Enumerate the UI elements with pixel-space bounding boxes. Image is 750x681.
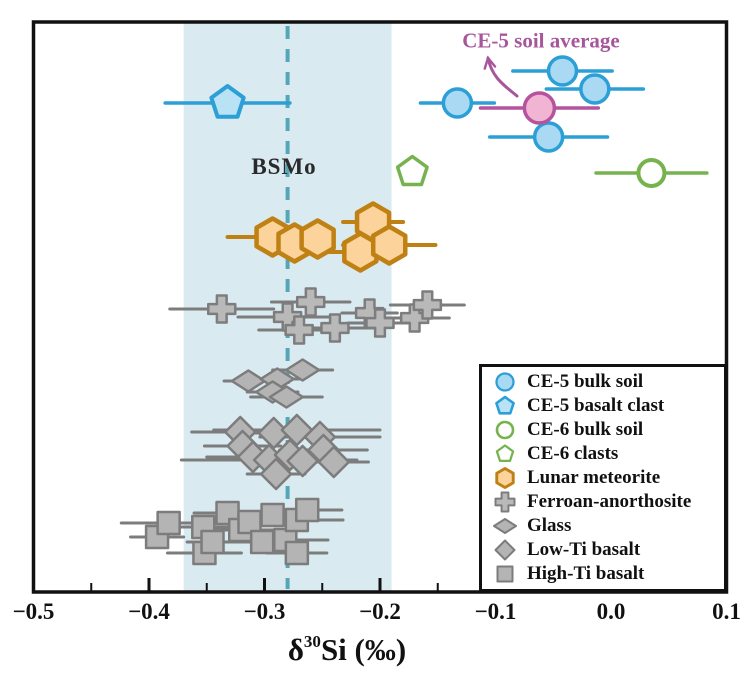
x-tick-label: −0.1 — [474, 599, 517, 624]
x-tick-label: −0.3 — [243, 599, 286, 624]
annotation-label: CE-5 soil average — [462, 29, 619, 54]
annotation-text: CE-5 soil average — [462, 28, 620, 53]
series-lunar-meteorite — [225, 201, 438, 273]
marker-high-ti-basalt — [284, 540, 310, 566]
marker-high-ti-basalt — [156, 510, 181, 536]
legend-marker-ce-6-bulk-soil-icon — [495, 420, 515, 440]
series-high-ti-basalt — [119, 497, 345, 566]
legend-marker-low-ti-basalt-icon — [494, 539, 516, 561]
legend-marker-ferroan-anorthosite-icon — [494, 491, 516, 513]
legend-box: CE-5 bulk soil CE-5 basalt clast CE-6 bulk… — [479, 364, 727, 592]
legend-item-ce-5-basalt-clast: CE-5 basalt clast — [489, 395, 722, 418]
marker-ce-5-soil-average — [522, 91, 557, 125]
x-tick-label: −0.2 — [359, 599, 401, 624]
marker-high-ti-basalt — [237, 509, 262, 535]
marker-low-ti-basalt — [259, 457, 293, 491]
marker-ce-6-bulk-soil — [636, 158, 667, 188]
marker-ce-5-basalt-clast — [209, 84, 246, 119]
marker-glass — [230, 369, 267, 393]
x-axis-title: δ30Si (‰) — [288, 632, 406, 668]
marker-low-ti-basalt — [317, 445, 351, 479]
marker-ferroan-anorthosite — [412, 290, 443, 320]
series-ce-5-basalt-clast — [163, 84, 292, 119]
marker-high-ti-basalt — [294, 497, 320, 523]
marker-ferroan-anorthosite — [207, 294, 237, 324]
legend-item-ce-5-bulk-soil: CE-5 bulk soil — [489, 371, 722, 394]
marker-ce-5-bulk-soil — [546, 55, 579, 87]
series-ce-6-bulk-soil — [594, 158, 709, 188]
legend-marker-glass-icon — [493, 517, 517, 534]
legend-item-ferroan-anorthosite: Ferroan-anorthosite — [489, 490, 722, 513]
legend-label: Lunar meteorite — [527, 466, 661, 488]
legend-item-lunar-meteorite: Lunar meteorite — [489, 466, 722, 489]
marker-ferroan-anorthosite — [399, 303, 430, 333]
marker-glass — [268, 385, 305, 409]
marker-lunar-meteorite — [370, 224, 408, 266]
marker-ce-5-bulk-soil — [532, 121, 565, 153]
marker-ferroan-anorthosite — [365, 308, 395, 338]
annotation-arrow — [483, 55, 519, 98]
legend-marker-high-ti-basalt-icon — [496, 565, 514, 583]
legend-label: CE-6 bulk soil — [527, 419, 644, 441]
legend-label: Low-Ti basalt — [527, 538, 641, 560]
marker-high-ti-basalt — [249, 529, 275, 555]
series-ce-5-bulk-soil — [418, 55, 646, 153]
legend-label: High-Ti basalt — [527, 562, 645, 584]
bsmo-label: BSMo — [251, 154, 317, 179]
x-tick-label: 0.0 — [596, 599, 626, 624]
x-tick-label: −0.5 — [12, 599, 55, 624]
legend-item-ce-6-clasts: CE-6 clasts — [489, 443, 722, 466]
marker-ferroan-anorthosite — [284, 315, 314, 345]
marker-ce-6-clasts — [395, 154, 429, 187]
series-glass — [222, 358, 335, 409]
legend-item-high-ti-basalt: High-Ti basalt — [489, 562, 722, 585]
legend-marker-ce-5-bulk-soil-icon — [495, 372, 515, 393]
axis-title-rest: Si (‰) — [320, 632, 407, 667]
marker-lunar-meteorite — [299, 218, 336, 260]
series-ce-6-clasts — [395, 154, 429, 187]
series-ferroan-anorthosite — [168, 287, 466, 345]
marker-low-ti-basalt — [286, 444, 319, 478]
legend-marker-ce-6-clasts-icon — [495, 444, 515, 463]
marker-ce-5-bulk-soil — [579, 73, 611, 105]
marker-glass — [284, 358, 321, 382]
x-tick-label: 0.1 — [712, 599, 741, 624]
series-low-ti-basalt — [179, 413, 382, 491]
marker-high-ti-basalt — [260, 502, 285, 528]
axis-title-isotope-superscript: 30 — [303, 631, 321, 651]
marker-high-ti-basalt — [200, 529, 225, 555]
legend-item-glass: Glass — [489, 514, 722, 537]
axis-title-delta: δ — [287, 632, 304, 667]
marker-ferroan-anorthosite — [295, 287, 326, 317]
legend-label: Glass — [527, 514, 572, 536]
series-ce-5-soil-average — [478, 91, 601, 125]
legend-label: CE-5 bulk soil — [527, 371, 644, 393]
legend-label: CE-5 basalt clast — [527, 395, 665, 417]
marker-ferroan-anorthosite — [320, 313, 350, 343]
legend-item-ce-6-bulk-soil: CE-6 bulk soil — [489, 419, 722, 442]
legend-marker-ce-5-basalt-clast-icon — [495, 395, 515, 415]
x-tick-label: −0.4 — [128, 599, 170, 624]
plot-frame — [31, 20, 729, 594]
marker-ce-5-bulk-soil — [441, 87, 474, 119]
legend-label: Ferroan-anorthosite — [527, 490, 692, 512]
legend-label: CE-6 clasts — [527, 443, 619, 465]
legend-marker-lunar-meteorite-icon — [495, 466, 515, 489]
legend-item-low-ti-basalt: Low-Ti basalt — [489, 538, 722, 561]
